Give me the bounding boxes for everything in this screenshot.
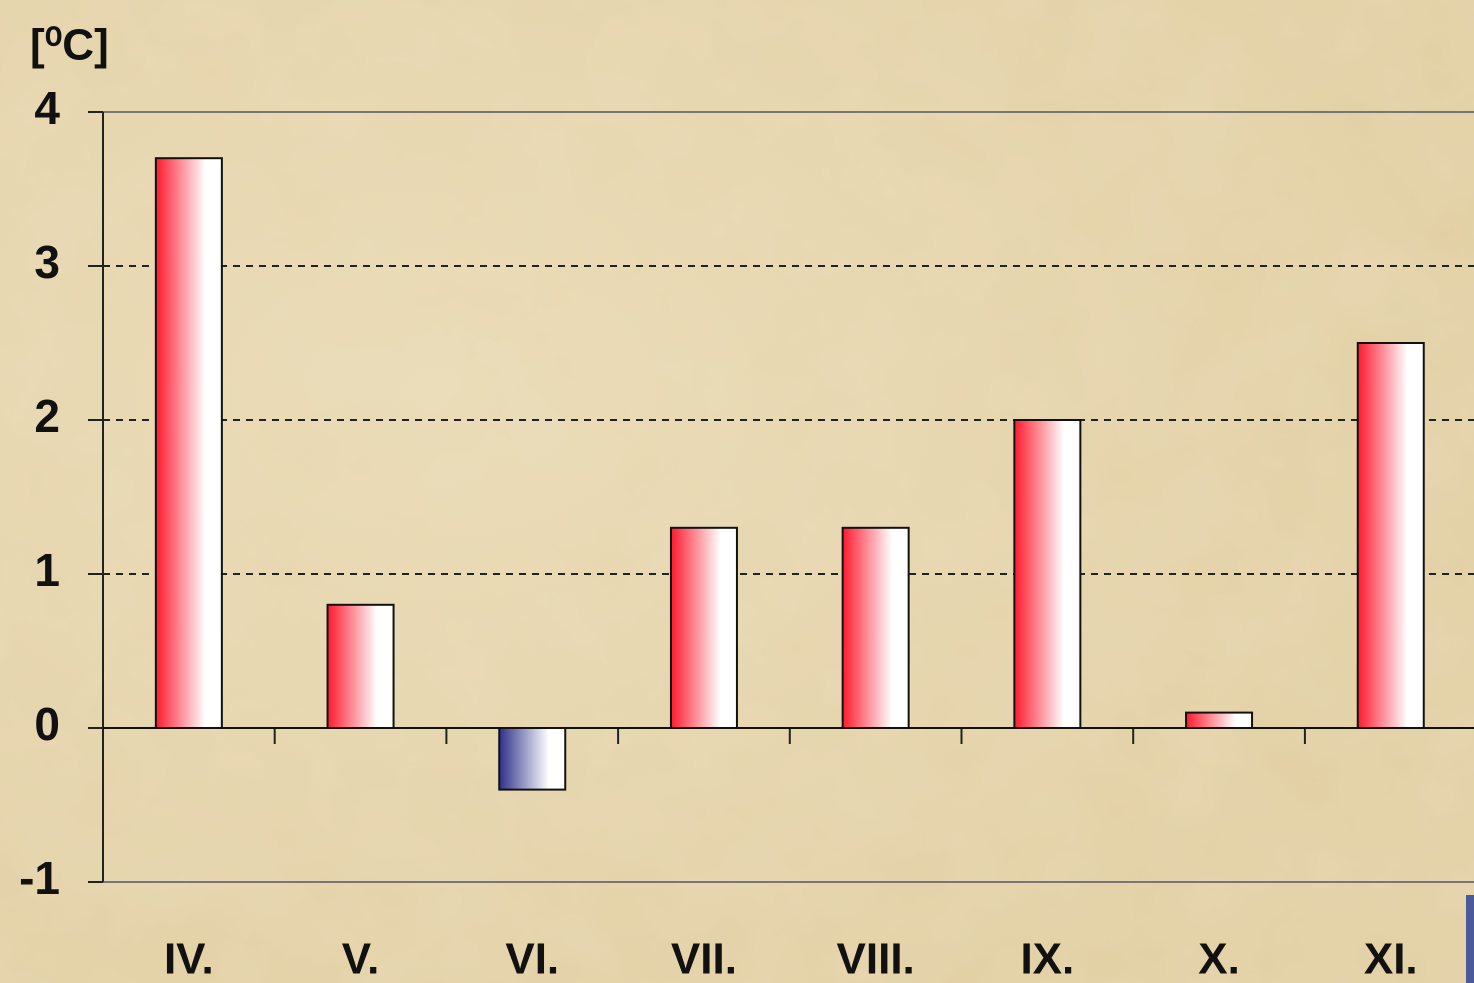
x-tick-label: IV. xyxy=(164,935,214,983)
y-axis-label: [⁰C] xyxy=(30,21,109,70)
bar xyxy=(154,157,223,729)
bar xyxy=(326,603,395,729)
x-tick-label: IX. xyxy=(1020,935,1074,983)
y-tick-label: 2 xyxy=(34,390,60,442)
x-tick-label: VI. xyxy=(505,935,559,983)
x-tick-label: VII. xyxy=(671,935,737,983)
y-tick-label: 0 xyxy=(34,698,60,750)
x-tick-label: V. xyxy=(342,935,380,983)
y-tick-label: 1 xyxy=(34,544,60,596)
bar xyxy=(841,526,910,729)
bar xyxy=(1356,342,1425,729)
x-tick-label: VIII. xyxy=(837,935,915,983)
y-tick-label: 4 xyxy=(34,82,60,134)
bar xyxy=(1185,711,1254,729)
edge-mark xyxy=(1466,895,1474,983)
y-tick-label: 3 xyxy=(34,236,60,288)
bar xyxy=(1013,419,1082,729)
y-tick-label: -1 xyxy=(19,852,60,904)
x-tick-label: X. xyxy=(1198,935,1240,983)
bar xyxy=(669,526,738,729)
bar xyxy=(498,727,567,791)
x-tick-label: XI. xyxy=(1364,935,1418,983)
